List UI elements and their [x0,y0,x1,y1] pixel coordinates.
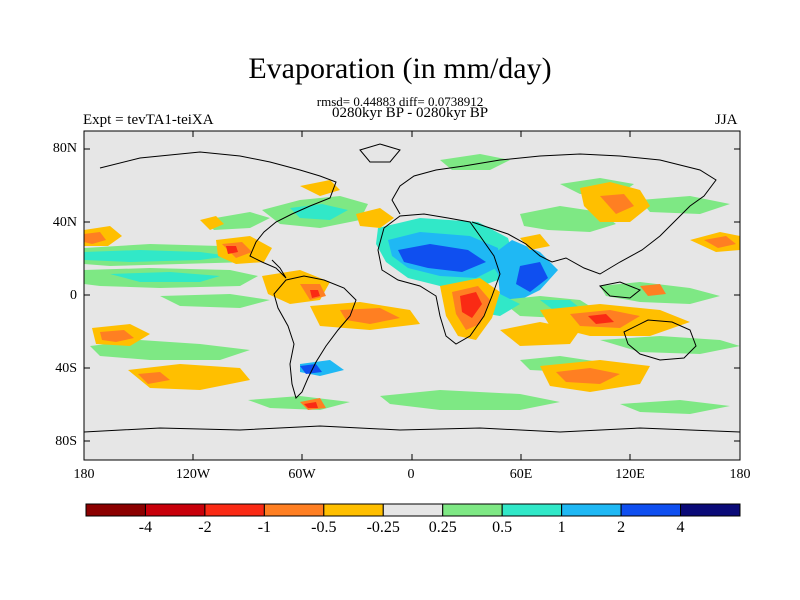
season-label: JJA [715,112,738,128]
lon-tick-120w: 120W [175,467,211,482]
lat-tick-40n: 40N [52,215,77,230]
lon-tick-180e: 180 [729,467,751,482]
colorbar-label: -0.25 [366,519,400,536]
experiment-label: Expt = tevTA1-teiXA [83,112,214,128]
lat-tick-0: 0 [70,288,77,303]
lon-tick-60e: 60E [509,467,533,482]
lat-tick-80s: 80S [55,434,77,449]
coastlines [83,143,741,433]
lon-tick-120e: 120E [615,467,645,482]
africa-coast [377,213,501,345]
colorbar-label: -1 [257,519,272,536]
colorbar-box [263,503,325,517]
south-america-coast [273,275,357,399]
stats-label: rmsd= 0.44883 diff= 0.0738912 [316,94,484,109]
lat-tick-80n: 80N [52,141,77,156]
colorbar-box [680,503,741,517]
colorbar-label: 0.5 [492,519,513,536]
colorbar-box [561,503,622,517]
antarctica-coast [83,425,741,433]
colorbar-box [85,503,146,517]
maritime-continent-coast [598,281,641,299]
period-label: 0280kyr BP - 0280kyr BP [331,105,489,121]
colorbar-box [144,503,206,517]
colorbar-box [442,503,503,517]
colorbar-label: 4 [676,519,685,536]
map-frame [83,130,741,461]
lon-tick-180w: 180 [73,467,95,482]
australia-coast [623,319,697,361]
colorbar [85,503,741,517]
lon-tick-60w: 60W [288,467,316,482]
lat-tick-40s: 40S [55,361,77,376]
colorbar-label: 1 [557,519,566,536]
colorbar-label: -2 [198,519,212,536]
colorbar-box [382,503,444,517]
colorbar-box [620,503,682,517]
colorbar-label: 2 [617,519,626,536]
colorbar-label: 0.25 [428,519,457,536]
north-america-coast [99,151,337,279]
lon-tick-0: 0 [407,467,415,482]
map-title: Evaporation (in mm/day) [248,52,552,85]
colorbar-box [501,503,563,517]
colorbar-box [323,503,384,517]
eurasia-coast [391,153,717,275]
colorbar-label: -0.5 [311,519,337,536]
colorbar-label: -4 [138,519,153,536]
colorbar-box [204,503,265,517]
greenland-coast [359,143,401,163]
